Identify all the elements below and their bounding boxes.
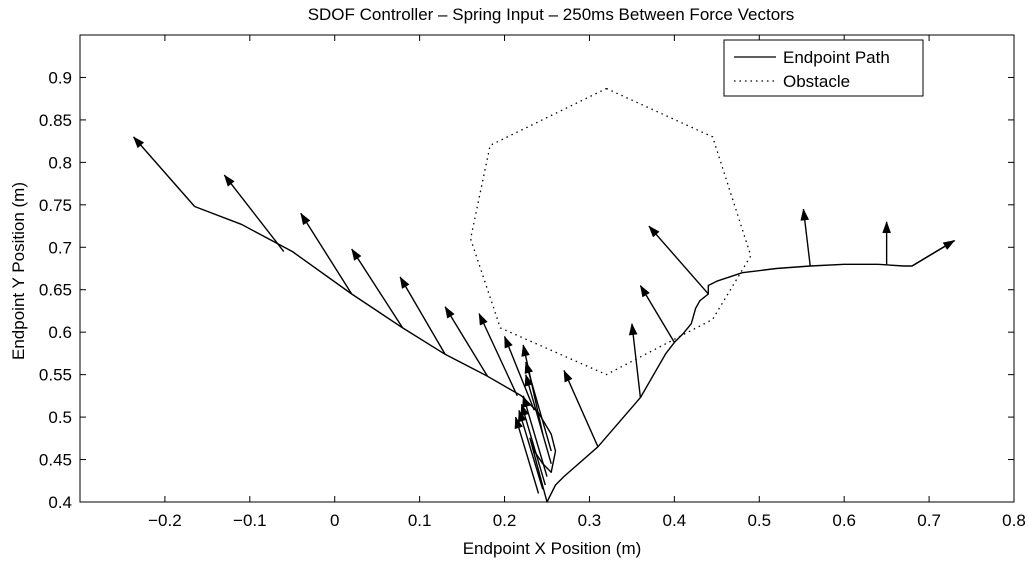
x-axis-label: Endpoint X Position (m) [463,539,642,558]
force-vector [478,312,518,397]
y-tick-label: 0.5 [48,408,72,427]
force-vector [351,248,404,329]
x-tick-label: 0.3 [578,511,602,530]
force-vector [520,403,546,486]
force-vector-shaft [503,336,535,411]
obstacle-line [469,87,752,376]
x-tick-label: 0.2 [493,511,517,530]
y-tick-label: 0.55 [39,366,72,385]
force-vector-arrowhead [399,276,410,289]
x-tick-label: 0 [330,511,339,530]
force-vector-shaft [132,136,196,207]
force-vector [522,395,548,477]
force-vector-arrowhead [521,344,530,357]
force-vector-shaft [520,404,546,486]
force-vector [648,225,709,295]
y-tick-label: 0.9 [48,68,72,87]
y-tick-label: 0.4 [48,493,72,512]
force-vector-arrowhead [628,322,638,336]
force-vector-shaft [631,323,642,398]
force-vector-arrowhead [351,248,362,261]
force-vector-arrowhead [518,409,527,423]
force-vector-shaft [300,212,353,295]
force-vector [563,369,599,448]
y-axis-label: Endpoint Y Position (m) [9,182,28,360]
x-tick-label: 0.1 [408,511,432,530]
force-vector [628,322,642,398]
legend-obstacle-label: Obstacle [783,72,850,91]
force-vector [514,416,540,494]
force-vector-arrowhead [514,416,523,430]
force-vector-arrowhead [648,225,660,238]
force-vector [300,212,353,295]
y-tick-label: 0.6 [48,323,72,342]
y-tick-label: 0.65 [39,281,72,300]
force-vector-shaft [563,370,599,448]
x-tick-label: 0.8 [1002,511,1026,530]
force-vector-arrowhead [882,221,891,234]
force-vector [882,221,891,265]
force-vector-arrowhead [520,403,529,417]
force-vector-arrowhead [524,373,534,387]
y-tick-label: 0.45 [39,451,72,470]
legend-endpoint-path-label: Endpoint Path [783,48,890,67]
force-vector-shaft [514,416,540,494]
force-vector [524,361,552,452]
force-vector-arrowhead [133,136,145,149]
force-vector [911,239,956,267]
tick-labels: −0.2 −0.1 0 0.1 0.2 0.3 0.4 0.5 0.6 0.7 0.8 0.4 0.45… [39,68,1026,530]
force-vector-shaft [522,395,548,477]
y-tick-label: 0.85 [39,111,72,130]
x-tick-label: −0.1 [233,511,267,530]
force-vector-arrowhead [800,208,810,221]
force-vector [800,208,811,267]
legend-box [723,39,924,97]
force-vector-shaft [525,374,552,464]
x-tick-label: 0.4 [663,511,687,530]
force-vector [223,174,285,252]
legend: Endpoint Path Obstacle [723,39,924,97]
force-vector [524,373,552,464]
force-vector [444,306,489,377]
chart-title: SDOF Controller – Spring Input – 250ms B… [308,5,795,24]
force-vector-arrowhead [640,284,650,298]
x-tick-label: −0.2 [148,511,182,530]
force-vector [639,284,675,343]
force-vector-arrowhead [300,212,311,226]
force-vector-arrowhead [223,174,235,187]
force-vector-arrowhead [444,306,455,319]
force-vector-shaft [478,313,518,397]
force-vector-shaft [444,306,489,377]
force-vectors [132,136,956,494]
force-vector-shaft [648,225,709,295]
force-vector [132,136,196,207]
force-vector-arrowhead [942,240,956,251]
x-tick-label: 0.5 [747,511,771,530]
y-tick-label: 0.75 [39,196,72,215]
force-vector-shaft [351,248,404,329]
x-tick-label: 0.7 [917,511,941,530]
force-vector-shaft [518,410,544,490]
axes-box [79,34,1015,503]
force-vector-arrowhead [563,369,573,383]
force-vector [503,335,535,411]
force-vector-shaft [223,174,285,252]
force-vector-arrowhead [504,335,513,349]
force-vector-arrowhead [522,395,531,408]
force-vector-arrowhead [478,312,488,326]
force-vector [399,276,446,355]
x-tick-label: 0.6 [832,511,856,530]
force-vector-shaft [525,361,552,452]
force-vector-arrowhead [524,361,534,374]
force-vector-shaft [399,276,446,355]
y-tick-label: 0.7 [48,238,72,257]
force-vector [518,409,544,490]
y-tick-label: 0.8 [48,153,72,172]
